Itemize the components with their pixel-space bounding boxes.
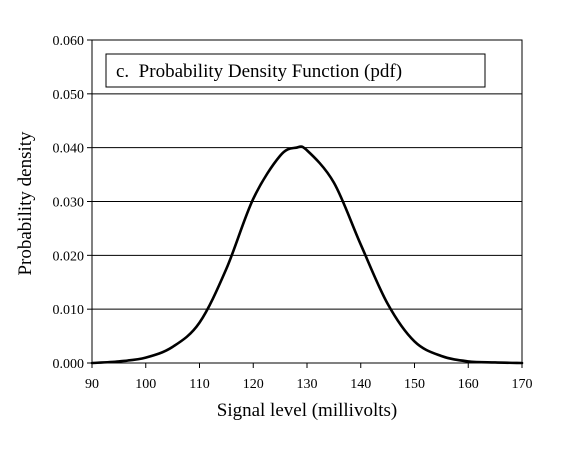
y-tick-label: 0.040 <box>53 142 85 157</box>
x-tick-label: 100 <box>135 377 156 392</box>
x-tick-labels: 90 100 110 120 130 140 150 160 170 <box>85 377 533 392</box>
x-tick-label: 160 <box>458 377 479 392</box>
y-tick-label: 0.010 <box>53 303 85 318</box>
y-tick-label: 0.030 <box>53 196 85 211</box>
x-tick-label: 170 <box>512 377 533 392</box>
x-tick-label: 150 <box>404 377 425 392</box>
axis-ticks <box>87 39 523 368</box>
y-tick-label: 0.060 <box>53 34 85 49</box>
x-tick-label: 120 <box>243 377 264 392</box>
grid-lines <box>92 93 522 310</box>
y-axis-label: Probability density <box>15 131 36 276</box>
y-tick-labels: 0.000 0.010 0.020 0.030 0.040 0.050 0.060 <box>53 34 85 372</box>
x-axis-label: Signal level (millivolts) <box>217 400 397 421</box>
y-tick-label: 0.000 <box>53 357 85 372</box>
x-tick-label: 90 <box>85 377 99 392</box>
y-tick-label: 0.050 <box>53 88 85 103</box>
pdf-curve <box>90 145 524 365</box>
x-tick-label: 140 <box>350 377 371 392</box>
title-box <box>105 53 486 88</box>
x-tick-label: 110 <box>189 377 209 392</box>
chart-title: c. Probability Density Function (pdf) <box>116 61 402 82</box>
y-tick-label: 0.020 <box>53 249 85 264</box>
x-tick-label: 130 <box>297 377 318 392</box>
